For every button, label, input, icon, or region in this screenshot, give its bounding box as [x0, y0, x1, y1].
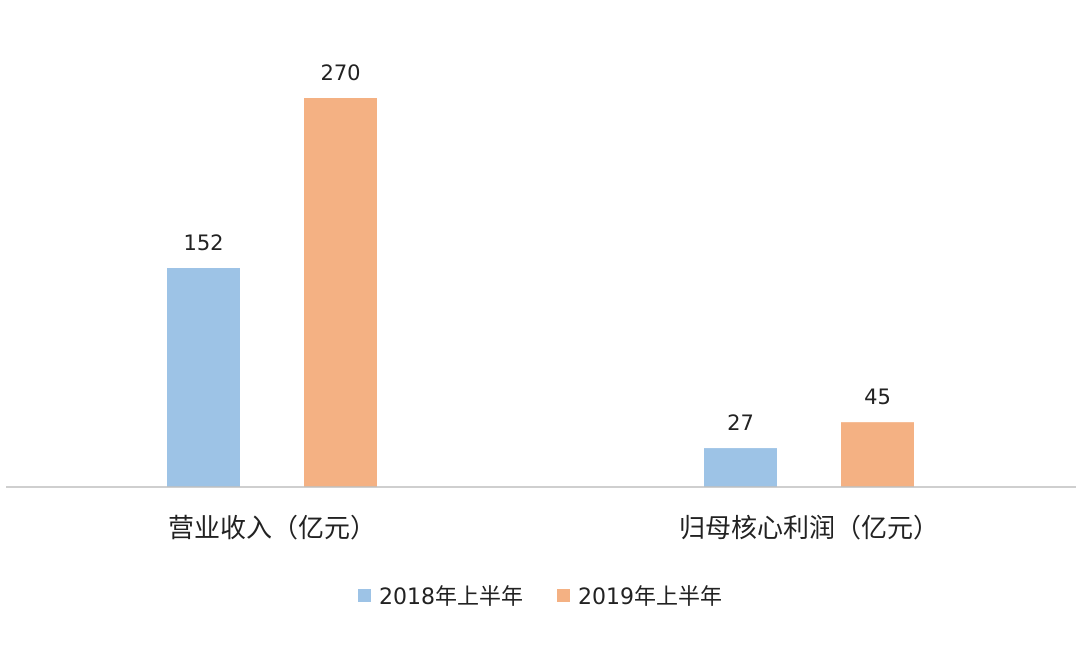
- legend-label-2018: 2018年上半年: [379, 585, 523, 610]
- legend-swatch-2018: [358, 588, 371, 602]
- legend: 2018年上半年 2019年上半年: [0, 580, 1080, 610]
- legend-item-2019: 2019年上半年: [557, 579, 722, 611]
- value-label-series1-cat0: 270: [320, 61, 360, 85]
- bar-series1-cat0: [304, 98, 377, 487]
- category-label-0: 营业收入（亿元）: [168, 514, 376, 544]
- bar-series0-cat0: [167, 268, 240, 487]
- value-label-series1-cat1: 45: [864, 385, 891, 409]
- bar-series1-cat1: [841, 422, 914, 487]
- legend-item-2018: 2018年上半年: [358, 579, 523, 611]
- category-labels-group: 营业收入（亿元） 归母核心利润（亿元）: [168, 514, 939, 544]
- value-labels-group: 152 27 270 45: [183, 61, 890, 435]
- value-label-series0-cat0: 152: [183, 231, 223, 255]
- bars-group: [167, 98, 914, 487]
- legend-swatch-2019: [557, 588, 570, 602]
- value-label-series0-cat1: 27: [727, 411, 754, 435]
- legend-label-2019: 2019年上半年: [578, 585, 722, 610]
- bar-series0-cat1: [704, 448, 777, 487]
- category-label-1: 归母核心利润（亿元）: [679, 514, 939, 544]
